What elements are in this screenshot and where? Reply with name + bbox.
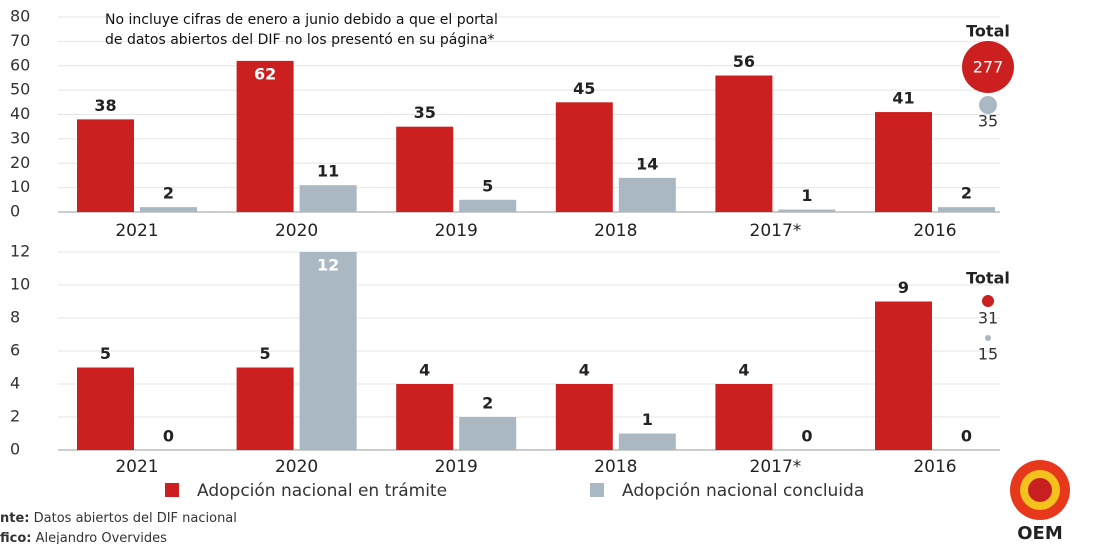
y-tick-label: 12 bbox=[10, 242, 30, 261]
total-marker bbox=[979, 96, 997, 114]
y-tick-label: 20 bbox=[10, 153, 30, 172]
value-label: 0 bbox=[801, 427, 812, 446]
value-label: 0 bbox=[163, 427, 174, 446]
annotation: de datos abiertos del DIF no los present… bbox=[105, 32, 495, 48]
value-label: 0 bbox=[961, 427, 972, 446]
value-label: 5 bbox=[100, 344, 111, 363]
bar bbox=[618, 433, 676, 450]
bar bbox=[555, 384, 613, 450]
y-tick-label: 80 bbox=[10, 7, 30, 26]
x-tick-label: 2017* bbox=[750, 457, 802, 477]
bar bbox=[459, 199, 517, 212]
y-tick-label: 60 bbox=[10, 55, 30, 74]
value-label: 4 bbox=[579, 361, 590, 380]
value-label: 4 bbox=[419, 361, 430, 380]
y-tick-label: 8 bbox=[10, 308, 20, 327]
bar bbox=[396, 384, 454, 450]
x-tick-label: 2018 bbox=[594, 457, 637, 477]
x-tick-label: 2018 bbox=[594, 221, 637, 241]
legend-label: Adopción nacional en trámite bbox=[197, 481, 447, 501]
logo: OEM bbox=[1010, 460, 1070, 544]
y-tick-label: 6 bbox=[10, 341, 20, 360]
y-tick-label: 40 bbox=[10, 104, 30, 123]
bar bbox=[715, 75, 773, 212]
value-label: 5 bbox=[260, 344, 271, 363]
y-tick-label: 10 bbox=[10, 275, 30, 294]
logo-text: OEM bbox=[1017, 523, 1063, 544]
bar bbox=[715, 384, 773, 450]
legend-swatch bbox=[590, 483, 604, 497]
bar bbox=[236, 367, 294, 450]
bar bbox=[299, 252, 357, 450]
x-tick-label: 2019 bbox=[435, 457, 478, 477]
value-label: 9 bbox=[898, 278, 909, 297]
bar bbox=[938, 207, 995, 212]
annotation: No incluye cifras de enero a junio debid… bbox=[105, 12, 498, 28]
value-label: 1 bbox=[801, 186, 812, 205]
value-label: 45 bbox=[573, 79, 595, 98]
total-value: 31 bbox=[978, 309, 998, 328]
value-label: 5 bbox=[482, 176, 493, 195]
value-label: 56 bbox=[733, 52, 755, 71]
y-tick-label: 10 bbox=[10, 177, 30, 196]
y-tick-label: 0 bbox=[10, 440, 20, 459]
bar bbox=[236, 60, 294, 212]
y-tick-label: 70 bbox=[10, 31, 30, 50]
bar bbox=[396, 126, 454, 212]
x-tick-label: 2019 bbox=[435, 221, 478, 241]
bar bbox=[778, 209, 836, 212]
value-label: 4 bbox=[738, 361, 749, 380]
credit-text: Alejandro Overvides bbox=[36, 531, 168, 544]
x-tick-label: 2017* bbox=[750, 221, 802, 241]
x-tick-label: 2021 bbox=[115, 221, 158, 241]
value-label: 1 bbox=[642, 410, 653, 429]
value-label: 11 bbox=[317, 162, 339, 181]
y-tick-label: 50 bbox=[10, 80, 30, 99]
total-value: 277 bbox=[973, 58, 1004, 77]
total-value: 35 bbox=[978, 112, 998, 131]
bar bbox=[875, 301, 932, 450]
x-tick-label: 2020 bbox=[275, 457, 318, 477]
bar bbox=[555, 102, 613, 212]
value-label: 35 bbox=[414, 103, 436, 122]
value-label: 12 bbox=[317, 256, 339, 275]
value-label: 2 bbox=[482, 394, 493, 413]
x-tick-label: 2021 bbox=[115, 457, 158, 477]
total-label: Total bbox=[966, 22, 1010, 41]
bar bbox=[77, 119, 134, 212]
value-label: 2 bbox=[961, 184, 972, 203]
value-label: 38 bbox=[94, 96, 116, 115]
source-label: nte: bbox=[0, 511, 30, 526]
value-label: 41 bbox=[892, 89, 914, 108]
credit-label: fico: bbox=[0, 531, 31, 544]
y-tick-label: 2 bbox=[10, 407, 20, 426]
bar bbox=[875, 112, 932, 212]
legend-swatch bbox=[165, 483, 179, 497]
x-tick-label: 2020 bbox=[275, 221, 318, 241]
total-value: 15 bbox=[978, 345, 998, 364]
bar bbox=[140, 207, 197, 212]
value-label: 62 bbox=[254, 64, 276, 83]
x-tick-label: 2016 bbox=[913, 457, 956, 477]
bar bbox=[299, 185, 357, 212]
value-label: 14 bbox=[636, 154, 658, 173]
total-marker bbox=[982, 295, 994, 307]
value-label: 2 bbox=[163, 184, 174, 203]
total-marker bbox=[962, 41, 1014, 93]
y-tick-label: 0 bbox=[10, 202, 20, 221]
legend-label: Adopción nacional concluida bbox=[622, 481, 864, 501]
bar bbox=[618, 177, 676, 212]
total-label: Total bbox=[966, 269, 1010, 288]
y-tick-label: 4 bbox=[10, 374, 20, 393]
credit: fico: Alejandro Overvides bbox=[0, 531, 167, 544]
total-marker bbox=[985, 335, 991, 341]
bar bbox=[77, 367, 134, 450]
source-text: Datos abiertos del DIF nacional bbox=[34, 511, 237, 526]
logo-center bbox=[1028, 478, 1052, 502]
bar bbox=[459, 417, 517, 450]
y-tick-label: 30 bbox=[10, 128, 30, 147]
source: nte: Datos abiertos del DIF nacional bbox=[0, 511, 237, 526]
x-tick-label: 2016 bbox=[913, 221, 956, 241]
